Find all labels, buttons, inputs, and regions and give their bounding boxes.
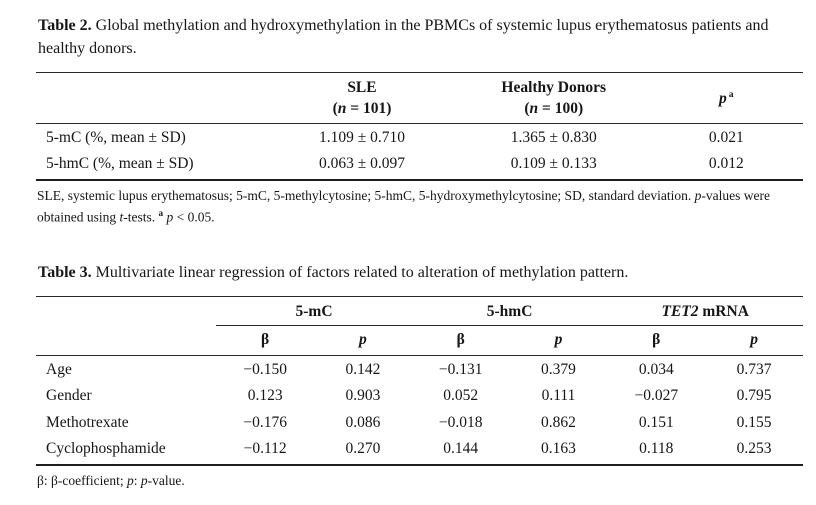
table-cell: 0.021 [708, 128, 744, 146]
table-cell: −0.027 [634, 387, 679, 405]
table3-caption: Table 3. Multivariate linear regression … [38, 261, 803, 284]
table3-group-5mc: 5-mC [216, 296, 412, 327]
table-cell: 0.144 [411, 435, 510, 467]
table-cell: 0.118 [607, 435, 706, 467]
table2-caption-label: Table 2. [38, 17, 92, 34]
table2-caption: Table 2. Global methylation and hydroxym… [38, 14, 803, 60]
table-cell: 0.155 [736, 413, 772, 431]
table-cell: 0.052 [443, 387, 479, 405]
table-cell: −0.150 [243, 360, 287, 378]
document-page: Table 2. Global methylation and hydroxym… [36, 14, 803, 492]
table-row: Age −0.150 0.142 −0.131 0.379 0.034 0.73… [36, 356, 803, 383]
table-cell: 0.862 [541, 413, 576, 431]
table3-group-header-row: 5-mC 5-hmC TET2 mRNA [36, 296, 803, 327]
table2-caption-text: Global methylation and hydroxymethylatio… [38, 17, 769, 58]
table2-header-sle-name: SLE [347, 79, 377, 97]
table3-header-empty [36, 297, 216, 326]
table-row: Methotrexate −0.176 0.086 −0.018 0.862 0… [36, 409, 803, 436]
table-cell: 1.109 ± 0.710 [318, 128, 405, 146]
table3-subheader-empty [36, 325, 217, 357]
table3-footnote: β: β-coefficient; p: p-value. [37, 473, 185, 489]
table-cell: 0.123 [247, 387, 283, 405]
table-cell: 0.142 [345, 360, 381, 378]
table-cell: 0.109 ± 0.133 [457, 150, 650, 182]
table-cell: 0.086 [345, 413, 381, 431]
table-cell: 0.111 [541, 387, 576, 405]
table-cell: 0.012 [649, 150, 803, 182]
table2-header-healthy-donors: Healthy Donors (n = 100) [457, 72, 650, 125]
table3-row-label: Age [46, 360, 72, 378]
table-cell: 0.795 [736, 387, 772, 405]
table3-row-label: Cyclophosphamide [36, 435, 217, 467]
table3-subheader-p: p [314, 325, 412, 357]
table2-header-sle-n: (n = 101) [332, 99, 392, 117]
table2-footnote: SLE, systemic lupus erythematosus; 5-mC,… [37, 188, 771, 225]
table2-header-healthy-name: Healthy Donors [501, 79, 607, 97]
table-row: Gender 0.123 0.903 0.052 0.111 −0.027 0.… [36, 383, 803, 410]
table3-caption-label: Table 3. [38, 263, 92, 281]
table3-subheader-beta: β [216, 325, 315, 357]
table-cell: 0.737 [736, 360, 772, 378]
table-row: Cyclophosphamide −0.112 0.270 0.144 0.16… [36, 435, 803, 467]
table3-subheader-row: β p β p β p [36, 325, 803, 357]
table-cell: 0.163 [509, 435, 608, 467]
table-cell: 0.151 [638, 413, 674, 431]
table3-subheader-p: p [705, 325, 803, 357]
table2-header-row: SLE (n = 101) Healthy Donors (n = 100) p… [36, 72, 803, 125]
table-cell: −0.018 [438, 413, 483, 431]
table3-subheader-beta: β [607, 325, 706, 357]
table3-subheader-p: p [509, 325, 608, 357]
table-cell: 0.034 [638, 360, 674, 378]
table-cell: −0.176 [243, 413, 287, 431]
table3-row-label: Methotrexate [46, 413, 129, 431]
table3-subheader-beta: β [411, 325, 510, 357]
table-row: 5-hmC (%, mean ± SD) 0.063 ± 0.097 0.109… [36, 150, 803, 182]
table2-header-healthy-n: (n = 100) [524, 99, 584, 117]
table-cell: 0.253 [705, 435, 803, 467]
table-cell: 0.903 [345, 387, 381, 405]
table-cell: −0.131 [438, 360, 483, 378]
table-cell: 0.063 ± 0.097 [266, 150, 458, 182]
table2-row-label: 5-hmC (%, mean ± SD) [36, 150, 267, 182]
table2-row-label: 5-mC (%, mean ± SD) [46, 128, 186, 146]
table3-row-label: Gender [46, 387, 92, 405]
table-cell: −0.112 [216, 435, 315, 467]
table-cell: 0.270 [314, 435, 412, 467]
table2-header-sle: SLE (n = 101) [266, 72, 458, 125]
table-row: 5-mC (%, mean ± SD) 1.109 ± 0.710 1.365 … [36, 124, 803, 151]
table3-caption-text: Multivariate linear regression of factor… [91, 263, 629, 281]
table3: 5-mC 5-hmC TET2 mRNA β p β p β p Age −0.… [36, 296, 803, 467]
table-cell: 0.379 [541, 360, 576, 378]
table-cell: 1.365 ± 0.830 [510, 128, 597, 146]
table3-group-5hmc: 5-hmC [411, 296, 608, 327]
table2: SLE (n = 101) Healthy Donors (n = 100) p… [36, 72, 803, 182]
table2-header-empty [36, 72, 267, 125]
table3-group-tet2-mrna: TET2 mRNA [607, 296, 803, 327]
